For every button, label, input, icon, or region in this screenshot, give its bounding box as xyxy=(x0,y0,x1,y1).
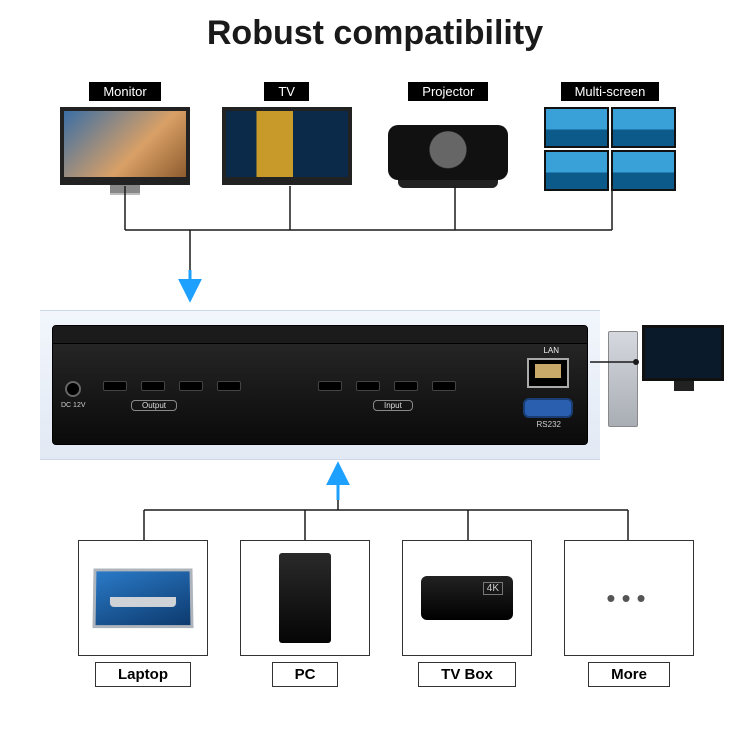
output-device-multiscreen: Multi-screen xyxy=(540,82,680,215)
control-pc xyxy=(608,325,726,435)
output-label: Monitor xyxy=(89,82,160,101)
input-device-pc: PC xyxy=(240,540,370,687)
input-label: PC xyxy=(272,662,339,687)
output-ports-label: Output xyxy=(131,400,177,411)
output-ports xyxy=(103,381,241,391)
power-jack-icon xyxy=(65,381,81,397)
output-device-projector: Projector xyxy=(378,82,518,215)
lan-label: LAN xyxy=(543,346,559,355)
lan-port-icon xyxy=(527,358,569,388)
input-label: TV Box xyxy=(418,662,516,687)
ellipsis-icon: ••• xyxy=(606,583,651,614)
rs232-port-icon xyxy=(523,398,573,418)
input-ports xyxy=(318,381,456,391)
output-label: Multi-screen xyxy=(561,82,660,101)
output-device-tv: TV xyxy=(217,82,357,215)
input-device-more: ••• More xyxy=(564,540,694,687)
power-label: DC 12V xyxy=(61,402,86,409)
output-devices-row: Monitor TV Projector Multi-screen xyxy=(55,82,680,215)
rs232-label: RS232 xyxy=(537,420,561,429)
output-label: TV xyxy=(264,82,309,101)
input-device-tvbox: TV Box xyxy=(402,540,532,687)
input-label: More xyxy=(588,662,670,687)
input-device-laptop: Laptop xyxy=(78,540,208,687)
input-label: Laptop xyxy=(95,662,191,687)
output-device-monitor: Monitor xyxy=(55,82,195,215)
output-label: Projector xyxy=(408,82,488,101)
input-devices-row: Laptop PC TV Box ••• More xyxy=(78,540,694,687)
matrix-switch: DC 12V Output Input LAN RS232 xyxy=(40,310,600,460)
input-ports-label: Input xyxy=(373,400,413,411)
page-title: Robust compatibility xyxy=(0,14,750,53)
